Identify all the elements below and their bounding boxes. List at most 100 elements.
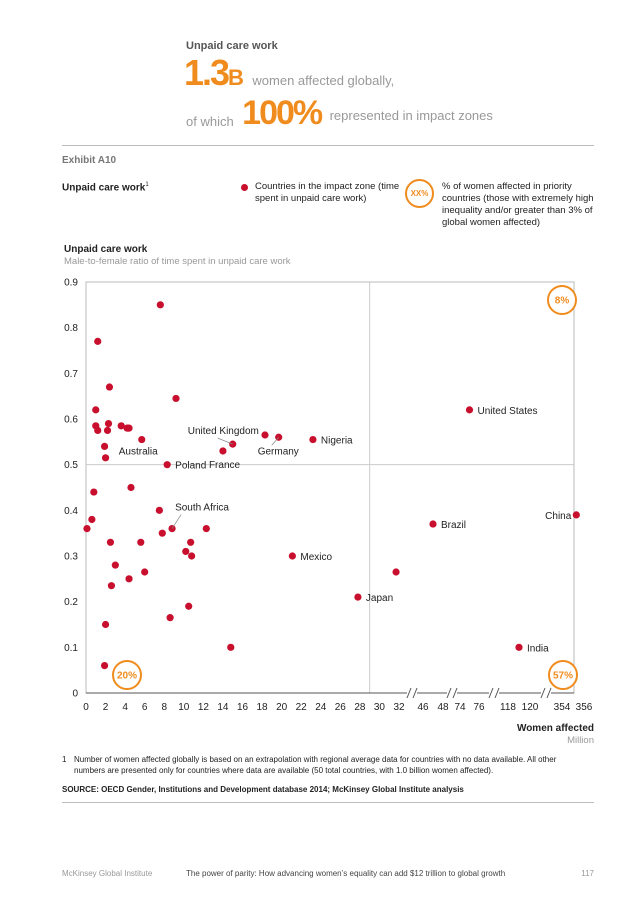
data-point <box>100 662 109 670</box>
axis-break-mark <box>494 687 500 699</box>
data-point <box>111 561 119 569</box>
big-number: 1.3 <box>184 52 230 93</box>
point-label-brazil: Brazil <box>441 520 466 531</box>
chart-grid <box>86 282 574 693</box>
data-point <box>105 383 114 391</box>
x-tick-label: 2 <box>103 702 109 713</box>
quadrant-percent-bottom-right: 57% <box>553 671 573 682</box>
data-point <box>104 419 113 428</box>
bottom-divider <box>62 802 594 803</box>
point-label-germany: Germany <box>258 446 299 457</box>
point-label-india: India <box>527 643 549 654</box>
data-point <box>172 394 180 403</box>
y-tick-label: 0.3 <box>64 552 78 563</box>
x-axis-label: Women affected <box>516 723 594 734</box>
data-point <box>166 614 174 622</box>
data-point <box>392 568 400 576</box>
footnote-number: 1 <box>62 755 67 764</box>
y-tick-label: 0.4 <box>64 506 78 517</box>
point-label-china: China <box>545 511 572 522</box>
x-tick-label: 74 <box>454 702 466 713</box>
footer-title: The power of parity: How advancing women… <box>186 869 506 878</box>
legend-circle: XX% <box>405 179 434 208</box>
label-leader-line <box>271 437 279 446</box>
x-tick-label: 354 <box>554 702 571 713</box>
axis-break-mark <box>540 687 546 699</box>
footnote-text: Number of women affected globally is bas… <box>74 755 557 775</box>
data-point <box>202 525 210 533</box>
headline-suffix-1: women affected globally, <box>252 73 395 88</box>
x-tick-label: 16 <box>237 702 249 713</box>
data-point <box>88 515 96 524</box>
point-label-japan: Japan <box>366 593 393 604</box>
data-point <box>182 547 190 556</box>
axis-break-mark <box>488 687 494 699</box>
x-tick-label: 356 <box>576 702 593 713</box>
x-tick-label: 24 <box>315 702 327 713</box>
x-tick-label: 118 <box>500 702 516 713</box>
data-point <box>141 568 149 576</box>
chart-axes <box>85 281 575 699</box>
headline-line-2: of which 100% represented in impact zone… <box>186 94 493 133</box>
data-point <box>156 301 164 309</box>
axis-break-gap <box>447 688 457 698</box>
point-label-poland: Poland <box>175 461 206 472</box>
data-point <box>219 447 227 455</box>
chart-labels: Australia Poland South Africa France United … <box>119 406 572 654</box>
data-point <box>117 422 125 430</box>
x-tick-label: 46 <box>417 702 429 713</box>
data-point <box>94 337 102 345</box>
data-point <box>107 582 116 590</box>
x-tick-label: 14 <box>217 702 229 713</box>
data-point <box>465 406 474 414</box>
point-label-united-states: United States <box>478 406 538 417</box>
x-tick-label: 26 <box>335 702 347 713</box>
data-point <box>92 406 100 414</box>
x-tick-label: 18 <box>257 702 269 713</box>
y-tick-label: 0.6 <box>64 415 78 426</box>
chart-subtitle: Male-to-female ratio of time spent in un… <box>64 256 291 267</box>
data-point <box>185 602 193 610</box>
data-point <box>125 424 133 432</box>
x-tick-label: 10 <box>178 702 190 713</box>
x-tick-label: 28 <box>354 702 366 713</box>
x-tick-label: 30 <box>374 702 386 713</box>
data-point <box>288 552 296 560</box>
big-percent: 100% <box>242 94 323 132</box>
exhibit-title-text: Unpaid care work <box>62 182 146 194</box>
data-point <box>168 525 176 533</box>
x-tick-label: 22 <box>296 702 308 713</box>
axis-break-mark <box>446 687 452 699</box>
axis-break-gap <box>407 688 417 698</box>
data-point <box>125 575 133 583</box>
y-tick-label: 0.1 <box>64 643 78 654</box>
x-tick-label: 20 <box>276 702 288 713</box>
data-point <box>158 529 166 537</box>
data-point <box>187 538 195 546</box>
data-point <box>83 525 91 533</box>
label-leader-line <box>217 437 233 445</box>
point-label-south-africa: South Africa <box>175 503 229 514</box>
y-tick-label: 0.2 <box>64 597 78 608</box>
axis-break-mark <box>452 687 458 699</box>
top-divider <box>62 145 594 146</box>
data-point <box>188 552 196 560</box>
data-point <box>106 538 115 546</box>
data-point <box>103 426 112 435</box>
data-point <box>101 620 110 629</box>
exhibit-title-sup: 1 <box>145 182 149 188</box>
quadrant-percent-bottom-left: 20% <box>117 671 137 682</box>
x-tick-label: 8 <box>161 702 167 713</box>
data-point <box>261 431 269 439</box>
chart-ticks: 00.10.20.30.40.50.60.70.80.90 2 4 6 8 10 12 14 1… <box>64 278 593 714</box>
chart-points <box>83 301 580 670</box>
plot-frame <box>85 281 575 694</box>
quadrant-percent-circle <box>547 285 577 315</box>
x-tick-label: 12 <box>198 702 210 713</box>
x-axis-unit: Million <box>567 735 594 746</box>
axis-break-mark <box>546 687 552 699</box>
axis-break-mark <box>412 687 418 699</box>
source-line: SOURCE: OECD Gender, Institutions and De… <box>62 785 464 794</box>
headline-prefix-2: of which <box>186 114 234 129</box>
